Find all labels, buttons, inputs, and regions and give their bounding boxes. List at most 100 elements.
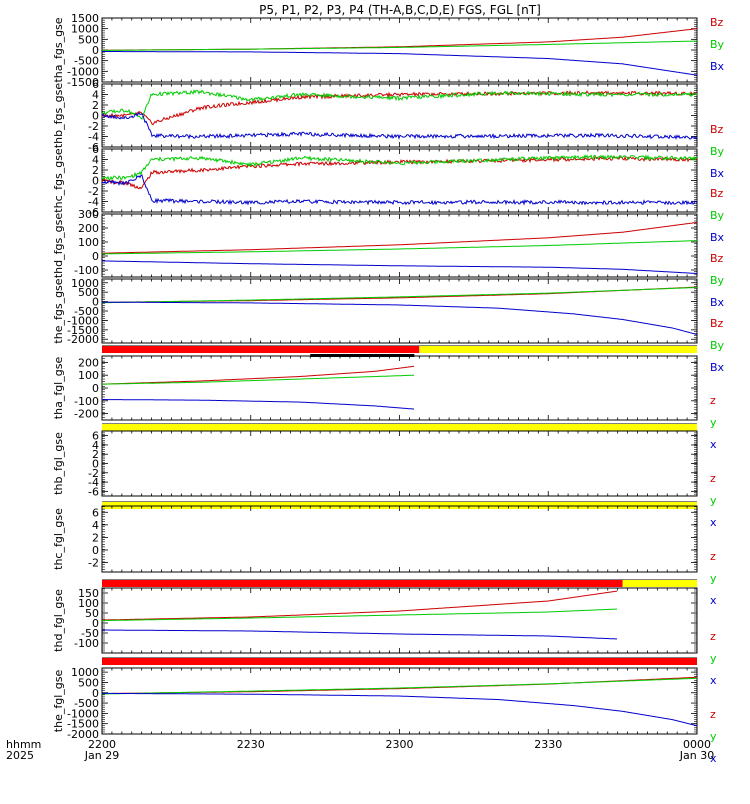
status-bar-yellow	[419, 346, 697, 353]
legend-entry-x: x	[710, 516, 717, 529]
y-tick-label: 1000	[71, 23, 99, 36]
y-axis-label: the_fgs_gse	[52, 278, 65, 343]
y-tick-label: 1000	[71, 666, 99, 679]
y-tick-label: 500	[78, 676, 99, 689]
y-tick-label: 100	[78, 369, 99, 382]
x-tick-label: 2230	[237, 738, 265, 751]
series-line-z	[102, 590, 618, 621]
y-tick-label: -2	[88, 467, 99, 480]
y-tick-label: 150	[78, 587, 99, 600]
series-line-By	[102, 240, 697, 255]
status-bar-red	[102, 580, 623, 587]
y-tick-label: 300	[78, 208, 99, 221]
y-tick-label: -6	[88, 485, 99, 498]
y-tick-label: 0	[92, 544, 99, 557]
legend-entry-Bz: Bz	[710, 123, 724, 136]
y-tick-label: -2	[88, 120, 99, 133]
y-tick-label: -2	[88, 557, 99, 570]
status-bar-yellow	[102, 424, 697, 431]
status-bar-red	[102, 658, 697, 665]
y-tick-label: 0	[92, 175, 99, 188]
legend-entry-Bz: Bz	[710, 252, 724, 265]
legend-entry-Bz: Bz	[710, 16, 724, 29]
y-tick-label: -1000	[67, 314, 99, 327]
legend-entry-y: y	[710, 572, 717, 585]
y-tick-label: -6	[88, 141, 99, 154]
series-line-Bx	[101, 112, 698, 140]
y-tick-label: 200	[78, 356, 99, 369]
y-tick-label: -1000	[67, 65, 99, 78]
legend-entry-y: y	[710, 730, 717, 743]
series-line-Bz	[102, 286, 697, 303]
y-tick-label: 0	[92, 250, 99, 263]
panel-frame	[101, 430, 698, 497]
series-line-Bz	[101, 155, 698, 190]
series-line-Bx	[102, 260, 698, 274]
y-tick-label: 6	[92, 506, 99, 519]
y-tick-label: -50	[81, 627, 99, 640]
y-tick-label: -6	[88, 206, 99, 219]
y-tick-label: 6	[92, 78, 99, 91]
panel-frame	[101, 587, 698, 654]
y-tick-label: 1500	[71, 12, 99, 25]
y-axis-label: tha_fgl_gse	[52, 357, 65, 420]
legend-entry-By: By	[710, 339, 725, 352]
y-tick-label: 50	[85, 607, 99, 620]
y-tick-label: -2000	[67, 333, 99, 346]
x-tick-label: 0000	[683, 738, 711, 751]
legend-entry-Bx: Bx	[710, 231, 725, 244]
y-tick-label: 100	[78, 236, 99, 249]
legend-entry-Bz: Bz	[710, 187, 724, 200]
y-tick-label: 4	[92, 439, 99, 452]
y-tick-label: 1000	[71, 277, 99, 290]
legend-entry-z: z	[710, 394, 716, 407]
y-tick-label: 200	[78, 222, 99, 235]
y-tick-label: 4	[92, 154, 99, 167]
status-bar-yellow	[622, 580, 697, 587]
y-tick-label: 500	[78, 286, 99, 299]
y-axis-label: the_fgl_gse	[52, 670, 65, 733]
y-tick-label: 500	[78, 33, 99, 46]
y-tick-label: -4	[88, 196, 99, 209]
corner-label-year: 2025	[6, 749, 34, 762]
legend-entry-x: x	[710, 594, 717, 607]
y-tick-label: -100	[74, 637, 99, 650]
x-tick-label: 2330	[534, 738, 562, 751]
y-tick-label: -100	[74, 264, 99, 277]
legend-entry-x: x	[710, 438, 717, 451]
series-line-x	[102, 629, 618, 640]
y-tick-label: -1500	[67, 718, 99, 731]
y-tick-label: -100	[74, 395, 99, 408]
y-axis-label: tha_fgs_gse	[52, 17, 65, 82]
y-tick-label: -4	[88, 131, 99, 144]
series-line-By	[102, 287, 697, 304]
y-tick-label: 4	[92, 89, 99, 102]
y-tick-label: 0	[92, 458, 99, 471]
y-axis-label: thd_fgl_gse	[52, 589, 65, 652]
panel-frame	[101, 505, 698, 573]
legend-entry-y: y	[710, 652, 717, 665]
legend-entry-y: y	[710, 416, 717, 429]
series-line-y	[102, 677, 697, 695]
y-tick-label: -1000	[67, 707, 99, 720]
panel-frame	[101, 213, 698, 278]
y-tick-label: 6	[92, 430, 99, 443]
y-tick-label: 100	[78, 597, 99, 610]
chart-title: P5, P1, P2, P3, P4 (TH-A,B,C,D,E) FGS, F…	[259, 3, 541, 17]
legend-entry-Bx: Bx	[710, 60, 725, 73]
y-tick-label: 0	[92, 617, 99, 630]
panel-frame	[101, 278, 698, 344]
y-tick-label: 0	[92, 110, 99, 123]
series-line-x	[102, 399, 415, 410]
